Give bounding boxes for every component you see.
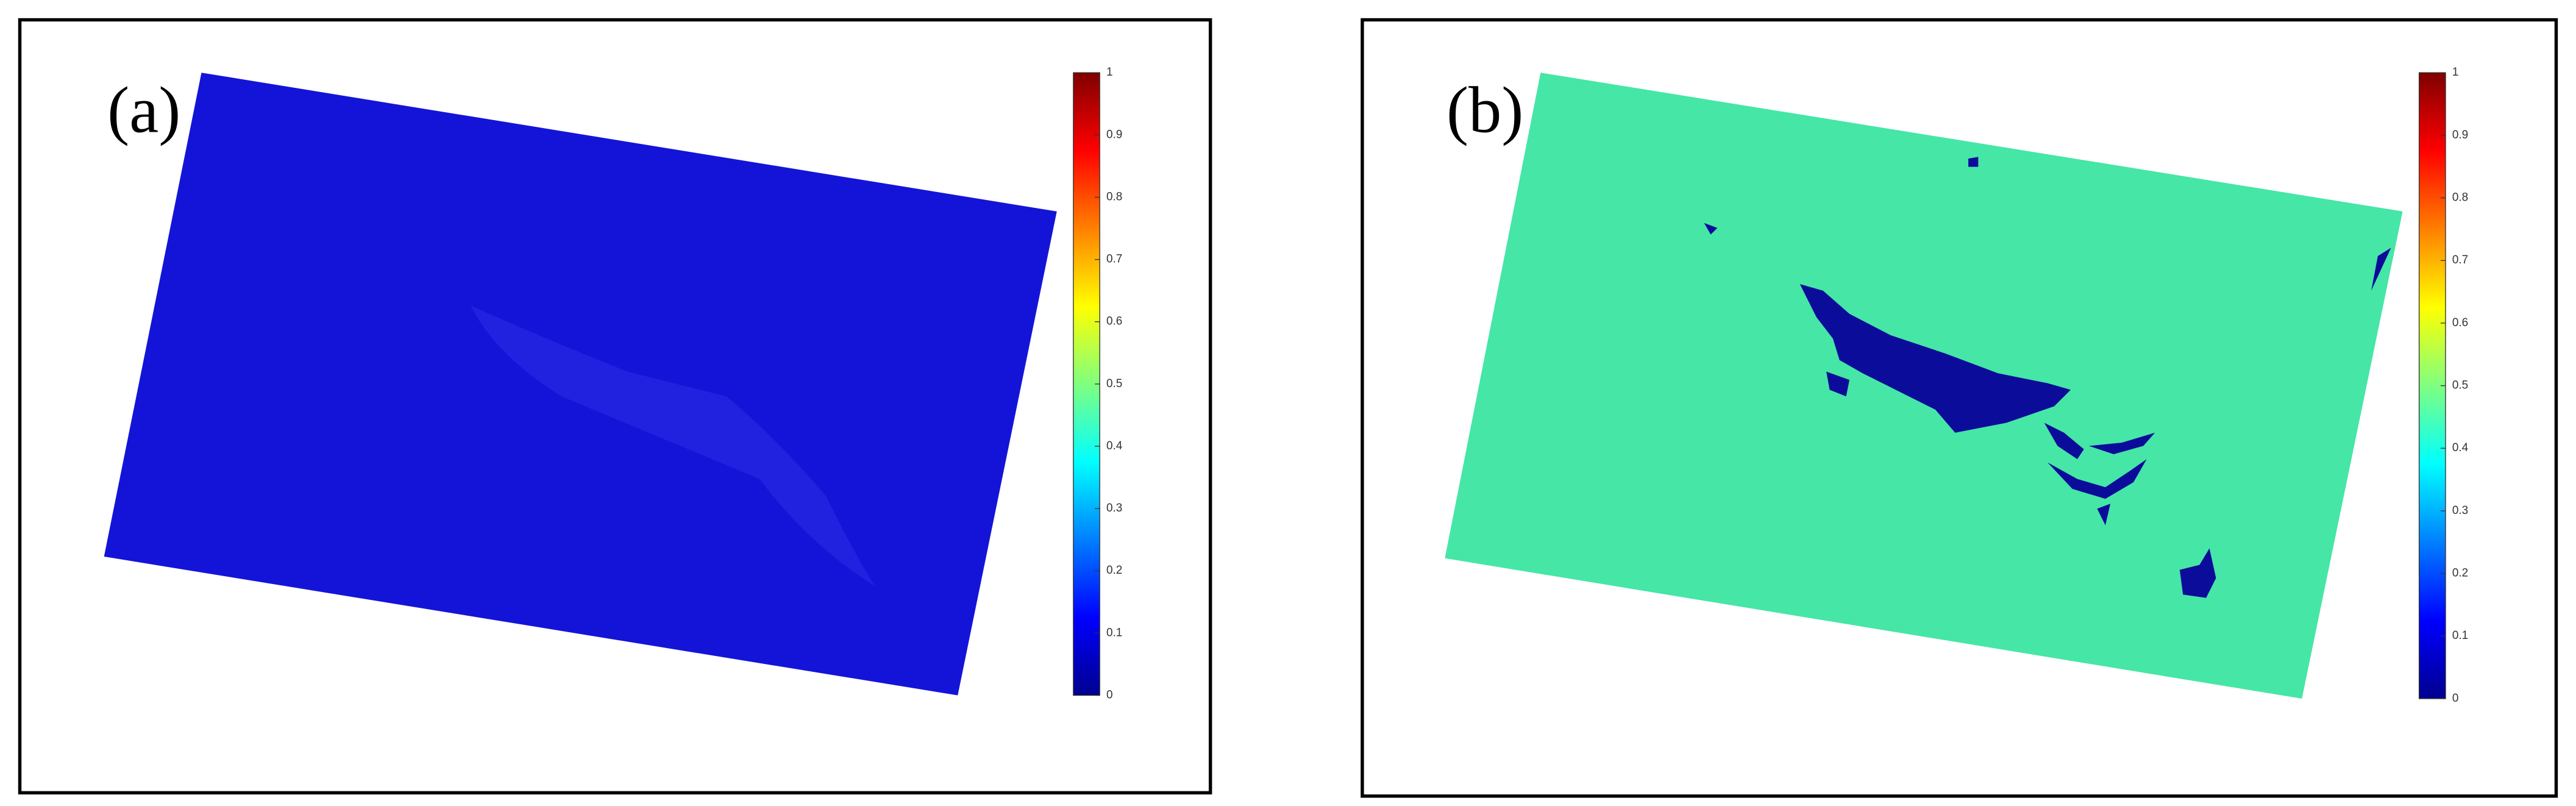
panel-label: (b) — [1446, 74, 1523, 147]
colorbar-tick-label: 1 — [2452, 66, 2459, 79]
colorbar-tick-label: 0.5 — [1106, 377, 1122, 390]
spill-region — [2044, 423, 2084, 460]
colorbar-tick-label: 0.5 — [2452, 379, 2468, 392]
colorbar-tick-label: 0.3 — [2452, 504, 2468, 517]
spill-region — [2097, 504, 2111, 526]
colorbar-tick-label: 0.1 — [1106, 626, 1122, 639]
colorbar-tick-label: 0.9 — [1106, 128, 1122, 141]
spill-region — [2048, 459, 2147, 499]
colorbar-tick-label: 0 — [2452, 692, 2459, 705]
spill-region — [2088, 432, 2155, 454]
colorbar-tick-label: 0.7 — [2452, 254, 2468, 266]
colorbar-tick-label: 0.6 — [2452, 316, 2468, 329]
colorbar-tick-label: 0.8 — [2452, 191, 2468, 204]
colorbar-tick-label: 0.6 — [1106, 315, 1122, 328]
colorbar-tick-label: 0.4 — [2452, 441, 2468, 454]
spill-region — [1704, 223, 1718, 235]
colorbar-tick-label: 0 — [1106, 689, 1113, 702]
colorbar-tick-label: 1 — [1106, 66, 1113, 79]
colorbar-tick-label: 0.8 — [1106, 190, 1122, 203]
panel-label: (a) — [107, 74, 180, 147]
colorbar-tick-label: 0.9 — [2452, 129, 2468, 141]
spill-region — [2179, 548, 2216, 598]
colorbar-tick-label: 0.3 — [1106, 502, 1122, 515]
texture-patch — [471, 305, 875, 587]
colorbar-tick-label: 0.2 — [1106, 564, 1122, 577]
spill-region — [1968, 157, 1979, 167]
colorbar-tick-label: 0.2 — [2452, 567, 2468, 580]
colorbar-tick-label: 0.7 — [1106, 253, 1122, 266]
spill-region — [1799, 284, 2071, 433]
spill-region — [2371, 248, 2391, 291]
colorbar-tick-label: 0.1 — [2452, 629, 2468, 642]
colorbar-tick-label: 0.4 — [1106, 440, 1122, 452]
oil-spill — [1704, 157, 2391, 598]
